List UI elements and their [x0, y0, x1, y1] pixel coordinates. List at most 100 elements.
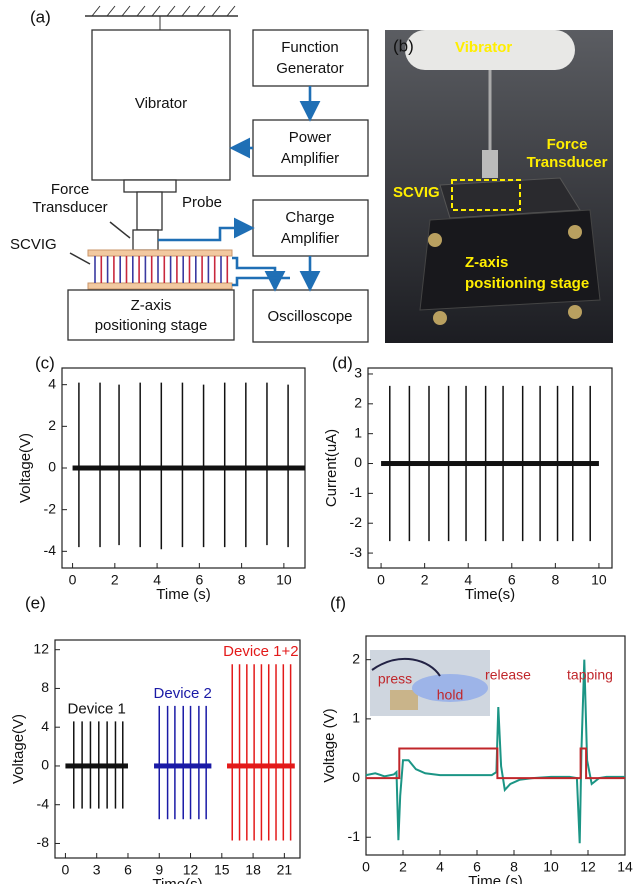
legend-label: Device 2: [154, 685, 212, 702]
baseline-trace: [381, 461, 599, 467]
label: Force: [51, 181, 89, 198]
y-tick-label: 2: [48, 417, 56, 433]
x-tick-label: 12: [580, 859, 596, 875]
annotation: release: [485, 667, 531, 683]
y-tick-label: 0: [354, 454, 362, 470]
x-tick-label: 10: [591, 572, 607, 588]
x-tick-label: 15: [214, 862, 230, 878]
x-tick-label: 2: [111, 572, 119, 588]
panel-label: (c): [35, 353, 55, 372]
vibrator-label: Vibrator: [135, 95, 187, 112]
plot-frame: [367, 367, 613, 569]
x-tick-label: 10: [543, 859, 559, 875]
baseline-trace: [65, 763, 128, 769]
y-tick-label: -3: [350, 544, 363, 560]
label: Transducer: [32, 199, 107, 216]
x-tick-label: 0: [377, 572, 385, 588]
label: Power: [289, 129, 332, 146]
x-tick-label: 0: [62, 862, 70, 878]
label: Vibrator: [455, 39, 512, 56]
panel-label: (b): [393, 36, 414, 55]
baseline-trace: [72, 465, 305, 471]
x-tick-label: 0: [69, 572, 77, 588]
y-tick-label: 2: [352, 650, 360, 666]
x-tick-label: 6: [195, 572, 203, 588]
x-tick-label: 4: [464, 572, 472, 588]
x-tick-label: 0: [362, 859, 370, 875]
x-tick-label: 12: [183, 862, 199, 878]
x-tick-label: 3: [93, 862, 101, 878]
y-tick-label: -1: [348, 828, 361, 844]
y-tick-label: 8: [41, 679, 49, 695]
label: Force: [547, 136, 588, 153]
label: Oscilloscope: [267, 308, 352, 325]
x-tick-label: 8: [510, 859, 518, 875]
label: Generator: [276, 60, 344, 77]
label: SCVIG: [10, 236, 57, 253]
x-tick-label: 9: [155, 862, 163, 878]
label: Z-axis: [131, 297, 172, 314]
label: Z-axis: [465, 254, 508, 271]
vibrator-box: [91, 29, 231, 181]
panel-label: (a): [30, 7, 51, 26]
y-axis-label: Voltage(V): [17, 433, 34, 503]
y-axis-label: Voltage (V): [321, 708, 338, 782]
panel-label: (d): [332, 353, 353, 372]
y-tick-label: 4: [48, 375, 56, 391]
panel-label: (e): [25, 593, 46, 612]
x-tick-label: 14: [617, 859, 633, 875]
y-axis-label: Voltage(V): [10, 714, 27, 784]
y-tick-label: 2: [354, 395, 362, 411]
line-series: [365, 659, 625, 844]
label: Function: [281, 39, 339, 56]
y-axis-label: Current(uA): [323, 429, 340, 507]
legend-label: Device 1+2: [223, 643, 298, 660]
x-tick-label: 6: [124, 862, 132, 878]
y-tick-label: 0: [48, 459, 56, 475]
label: positioning stage: [465, 275, 589, 292]
annotation: tapping: [567, 667, 613, 683]
x-tick-label: 10: [276, 572, 292, 588]
label: Amplifier: [281, 150, 339, 167]
plot-frame: [54, 639, 301, 859]
y-tick-label: -8: [37, 834, 50, 850]
photo: (b) Vibrator Force Transducer SCVIG Z-ax…: [385, 30, 613, 343]
x-axis-label: Time(s): [465, 586, 515, 603]
annotation: hold: [437, 687, 463, 703]
label: Probe: [182, 194, 222, 211]
y-tick-label: -4: [37, 795, 50, 811]
x-tick-label: 6: [473, 859, 481, 875]
x-tick-label: 18: [245, 862, 261, 878]
label: Transducer: [527, 154, 608, 171]
x-tick-label: 4: [436, 859, 444, 875]
label: SCVIG: [393, 184, 440, 201]
annotation: press: [378, 671, 412, 687]
x-tick-label: 21: [277, 862, 293, 878]
x-tick-label: 2: [421, 572, 429, 588]
y-tick-label: 3: [354, 365, 362, 381]
legend-label: Device 1: [68, 700, 126, 717]
y-tick-label: -1: [350, 484, 363, 500]
y-tick-label: 12: [33, 640, 49, 656]
x-tick-label: 4: [153, 572, 161, 588]
label: positioning stage: [95, 317, 208, 334]
x-tick-label: 8: [551, 572, 559, 588]
y-tick-label: -2: [350, 514, 363, 530]
x-axis-label: Time (s): [468, 873, 522, 884]
y-tick-label: -2: [44, 500, 57, 516]
schematic: (a) Vibrator Force Transducer Probe SCVI…: [10, 5, 369, 343]
label: Amplifier: [281, 230, 339, 247]
x-axis-label: Time(s): [152, 876, 202, 884]
y-tick-label: 0: [41, 757, 49, 773]
y-tick-label: 4: [41, 718, 49, 734]
y-tick-label: 1: [354, 424, 362, 440]
chart: (e)036912151821-8-404812Time(s)Voltage(V…: [10, 593, 301, 884]
y-tick-label: 0: [352, 769, 360, 785]
label: Charge: [285, 209, 334, 226]
x-axis-label: Time (s): [156, 586, 210, 603]
line-series: [366, 747, 625, 780]
x-tick-label: 8: [238, 572, 246, 588]
